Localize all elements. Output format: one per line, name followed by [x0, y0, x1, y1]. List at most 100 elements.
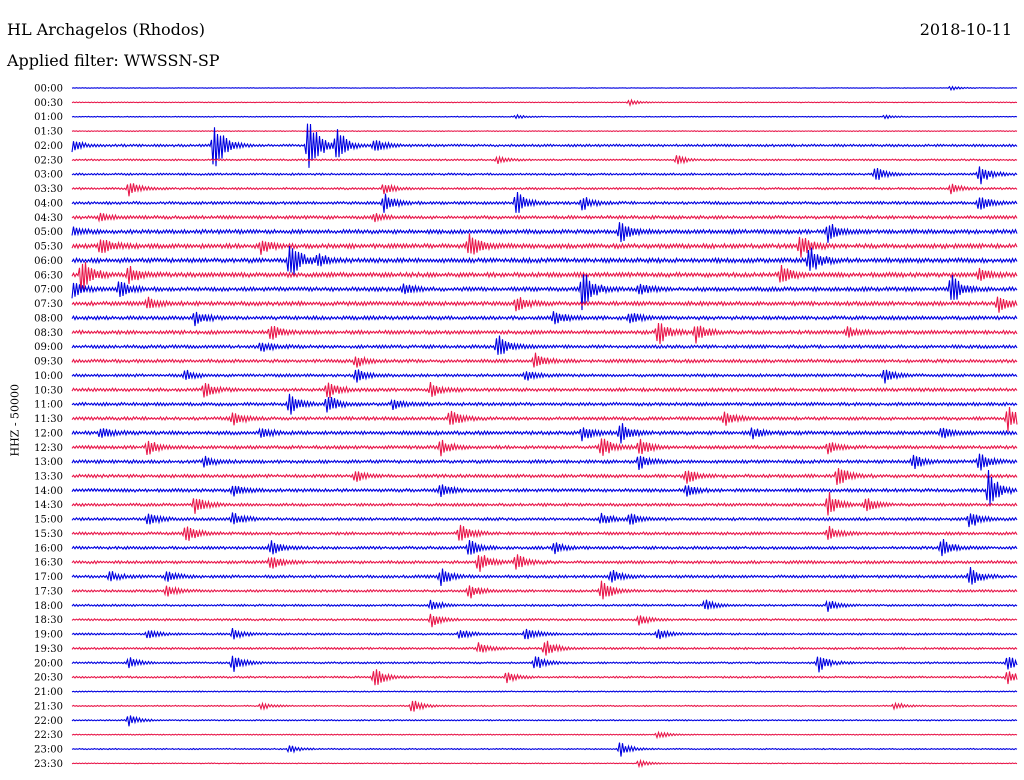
row-tick-label: 14:30 — [34, 500, 63, 511]
seismic-trace-0330 — [71, 183, 1018, 197]
seismic-trace-1100 — [71, 393, 1018, 415]
seismic-trace-0300 — [71, 166, 1018, 185]
seismic-trace-0000 — [71, 85, 1018, 92]
station-title: HL Archagelos (Rhodos) — [7, 20, 205, 39]
row-tick-label: 18:30 — [34, 615, 63, 626]
seismic-trace-2200 — [71, 715, 1018, 727]
row-tick-label: 12:00 — [34, 428, 63, 439]
seismic-trace-0800 — [71, 311, 1018, 327]
seismic-trace-1530 — [71, 524, 1018, 541]
row-tick-label: 11:30 — [34, 414, 63, 425]
seismic-trace-0530 — [71, 233, 1018, 258]
seismic-trace-1130 — [71, 406, 1018, 432]
seismic-trace-0600 — [71, 245, 1018, 275]
seismic-trace-0400 — [71, 191, 1018, 213]
seismic-trace-2100 — [71, 690, 1018, 693]
seismic-trace-1200 — [71, 423, 1018, 444]
row-tick-label: 13:00 — [34, 457, 63, 468]
seismic-trace-0700 — [71, 274, 1018, 311]
seismic-trace-1430 — [71, 492, 1018, 516]
seismic-trace-0830 — [71, 323, 1018, 345]
row-tick-label: 00:00 — [34, 84, 63, 95]
seismic-trace-1900 — [71, 627, 1018, 640]
row-tick-label: 07:30 — [34, 299, 63, 310]
seismic-trace-1800 — [71, 599, 1018, 612]
row-tick-label: 15:00 — [34, 515, 63, 526]
row-tick-label: 04:00 — [34, 198, 63, 209]
seismic-trace-0900 — [71, 335, 1018, 355]
seismic-trace-1730 — [71, 580, 1018, 600]
row-tick-label: 21:30 — [34, 701, 63, 712]
row-tick-label: 22:00 — [34, 716, 63, 727]
seismic-trace-1230 — [71, 438, 1018, 457]
row-tick-label: 01:00 — [34, 112, 63, 123]
row-tick-label: 16:30 — [34, 558, 63, 569]
row-tick-label: 20:30 — [34, 673, 63, 684]
row-tick-label: 01:30 — [34, 127, 63, 138]
row-tick-label: 03:30 — [34, 184, 63, 195]
row-tick-label: 06:30 — [34, 270, 63, 281]
row-tick-label: 19:30 — [34, 644, 63, 655]
seismic-trace-2030 — [71, 669, 1018, 686]
seismic-trace-1500 — [71, 512, 1018, 528]
tick-label-group: 00:00 00:30 01:00 01:30 02:00 02:30 03:00 03:30… — [34, 84, 63, 770]
row-tick-label: 17:00 — [34, 572, 63, 583]
row-tick-label: 16:00 — [34, 543, 63, 554]
seismic-trace-2130 — [71, 700, 1018, 712]
trace-group — [71, 85, 1018, 769]
seismic-trace-0130 — [71, 130, 1018, 133]
row-tick-label: 21:00 — [34, 687, 63, 698]
row-tick-label: 10:30 — [34, 385, 63, 396]
seismic-trace-1700 — [71, 566, 1018, 587]
seismic-trace-1300 — [71, 453, 1018, 471]
seismic-trace-2300 — [71, 742, 1018, 757]
row-tick-label: 14:00 — [34, 486, 63, 497]
seismic-trace-1030 — [71, 382, 1018, 398]
row-tick-label: 19:00 — [34, 630, 63, 641]
seismic-trace-0730 — [71, 296, 1018, 313]
date-label: 2018-10-11 — [919, 20, 1012, 39]
seismic-trace-1600 — [71, 539, 1018, 557]
row-tick-label: 20:00 — [34, 658, 63, 669]
seismic-trace-1000 — [71, 369, 1018, 384]
seismic-trace-2000 — [71, 655, 1018, 673]
seismic-trace-0430 — [71, 212, 1018, 223]
row-tick-label: 11:00 — [34, 400, 63, 411]
row-tick-label: 15:30 — [34, 529, 63, 540]
row-tick-label: 13:30 — [34, 471, 63, 482]
row-tick-label: 18:00 — [34, 601, 63, 612]
row-tick-label: 08:30 — [34, 328, 63, 339]
seismic-trace-2230 — [71, 730, 1018, 740]
filter-label: Applied filter: WWSSN-SP — [7, 51, 220, 70]
row-tick-label: 00:30 — [34, 98, 63, 109]
row-tick-label: 06:00 — [34, 256, 63, 267]
seismic-trace-0200 — [71, 123, 1018, 168]
row-tick-label: 22:30 — [34, 730, 63, 741]
row-tick-label: 17:30 — [34, 586, 63, 597]
seismic-trace-0630 — [71, 262, 1018, 293]
seismic-trace-1930 — [71, 640, 1018, 656]
seismic-trace-1830 — [71, 613, 1018, 628]
row-tick-label: 05:30 — [34, 242, 63, 253]
row-tick-label: 23:30 — [34, 759, 63, 770]
seismic-trace-0500 — [71, 222, 1018, 243]
seismic-trace-0030 — [71, 98, 1018, 108]
seismic-trace-1400 — [71, 469, 1018, 505]
seismic-trace-0930 — [71, 352, 1018, 368]
seismic-trace-0100 — [71, 113, 1018, 120]
row-tick-label: 09:30 — [34, 357, 63, 368]
seismic-trace-1330 — [71, 467, 1018, 485]
row-tick-label: 02:30 — [34, 155, 63, 166]
row-tick-label: 03:00 — [34, 170, 63, 181]
row-tick-label: 10:00 — [34, 371, 63, 382]
row-tick-label: 08:00 — [34, 313, 63, 324]
row-tick-label: 12:30 — [34, 443, 63, 454]
row-tick-label: 04:30 — [34, 213, 63, 224]
seismic-trace-2330 — [71, 758, 1018, 769]
row-tick-label: 07:00 — [34, 285, 63, 296]
seismic-trace-1630 — [71, 554, 1018, 572]
seismic-trace-0230 — [71, 154, 1018, 165]
row-tick-label: 02:00 — [34, 141, 63, 152]
row-tick-label: 09:00 — [34, 342, 63, 353]
